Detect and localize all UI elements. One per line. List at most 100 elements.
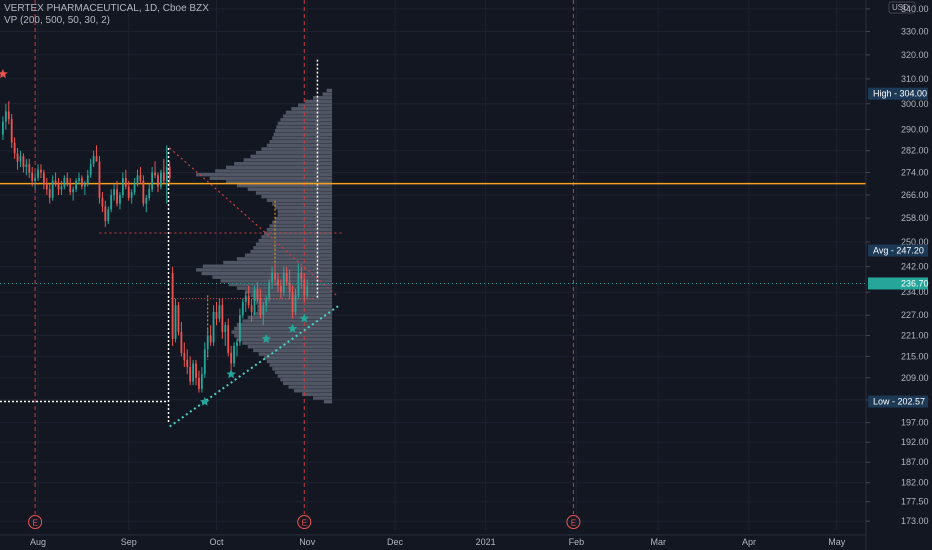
volume-profile-bar	[272, 220, 333, 224]
candle-body	[157, 175, 159, 187]
price-tick-label: 192.00	[901, 437, 929, 447]
volume-profile-bar	[293, 389, 333, 393]
candle	[83, 180, 86, 195]
candle	[291, 285, 294, 319]
candle-body	[83, 183, 86, 187]
indicator-legend[interactable]: VP (200, 500, 50, 30, 2)	[4, 15, 111, 26]
volume-profile-bar	[277, 213, 333, 217]
candle	[78, 172, 80, 184]
candle-body	[7, 111, 10, 120]
earnings-marker-icon	[566, 515, 581, 529]
candle	[215, 301, 218, 326]
candle-body	[297, 272, 300, 296]
time-tick-label: Apr	[742, 537, 756, 547]
candle	[241, 298, 244, 319]
price-tick-label: 173.00	[901, 516, 929, 526]
candle-body	[244, 295, 247, 302]
candle-body	[89, 164, 92, 176]
volume-profile-bar	[266, 198, 333, 202]
candle	[262, 301, 265, 326]
candle	[121, 172, 124, 198]
candle-body	[294, 295, 297, 312]
volume-profile-bar	[245, 290, 333, 294]
candle-body	[277, 279, 279, 286]
candle	[183, 342, 186, 368]
candle	[177, 301, 180, 336]
volume-profile-bar	[234, 334, 333, 338]
price-tick-label: 282.00	[901, 146, 929, 156]
candle-body	[221, 305, 224, 333]
price-tick-label: 187.00	[901, 457, 929, 467]
volume-profile-bar	[322, 92, 333, 96]
volume-profile-bar	[274, 370, 333, 375]
candle-body	[60, 186, 63, 190]
candle-body	[303, 279, 306, 296]
candle-body	[104, 206, 107, 222]
candle-body	[198, 377, 200, 389]
candle	[28, 158, 31, 179]
candle-body	[78, 178, 80, 181]
candle	[66, 172, 69, 187]
candle	[81, 175, 83, 190]
volume-profile-bar	[236, 183, 333, 188]
candle	[180, 321, 183, 357]
candle-body	[282, 272, 285, 293]
volume-profile-bar	[266, 359, 333, 364]
candle	[60, 180, 63, 195]
candle-body	[133, 183, 136, 193]
candle	[288, 269, 291, 299]
volume-profile	[196, 59, 333, 404]
candle-body	[165, 166, 168, 181]
volume-profile-bar	[196, 268, 333, 272]
candle	[300, 266, 303, 289]
candle	[303, 272, 306, 302]
star-marker-icon	[261, 333, 271, 343]
candle	[174, 298, 177, 343]
volume-profile-bar	[250, 154, 333, 159]
volume-profile-bar	[255, 242, 333, 246]
volume-profile-bar	[266, 143, 333, 148]
volume-profile-bar	[258, 238, 333, 243]
candle	[72, 186, 75, 201]
candle	[151, 166, 154, 193]
candle-body	[206, 335, 209, 350]
price-tick-label: 234.00	[901, 287, 929, 297]
time-axis[interactable]: Aug Sep Oct Nov Dec 2021 Feb Mar Apr May	[0, 534, 866, 547]
volume-profile-bar	[215, 169, 333, 173]
price-tag-label: Avg - 247.20	[873, 246, 924, 256]
candle	[113, 183, 116, 201]
candle-body	[48, 189, 51, 198]
candle-body	[279, 285, 282, 293]
volume-profile-bar	[250, 293, 333, 298]
candle-body	[34, 178, 37, 181]
symbol-legend[interactable]: VERTEX PHARMACEUTICAL, 1D, Cboe BZX	[4, 3, 209, 14]
candle	[192, 359, 195, 386]
candle	[203, 342, 206, 378]
candle	[107, 206, 110, 225]
candle-body	[95, 156, 98, 162]
price-tag-bg	[868, 395, 928, 408]
candle	[279, 279, 282, 299]
candle	[98, 156, 101, 204]
candle-body	[241, 301, 244, 316]
price-tick-label: 197.00	[901, 418, 929, 428]
candle-body	[10, 119, 13, 143]
candle-body	[139, 175, 142, 181]
candle-body	[22, 156, 25, 167]
candle-body	[253, 288, 256, 312]
candle-body	[101, 197, 104, 207]
volume-profile-bar	[220, 279, 333, 283]
time-tick-label: Dec	[387, 537, 404, 547]
candle	[256, 282, 259, 302]
candle-body	[291, 292, 294, 312]
candle-body	[2, 121, 4, 135]
candle-body	[262, 305, 265, 316]
candle-body	[51, 180, 54, 198]
candle-body	[171, 272, 174, 339]
volume-profile-bar	[253, 348, 333, 353]
price-tick-label: 300.00	[901, 99, 929, 109]
volume-profile-bar	[261, 147, 333, 151]
volume-profile-bar	[236, 337, 333, 342]
